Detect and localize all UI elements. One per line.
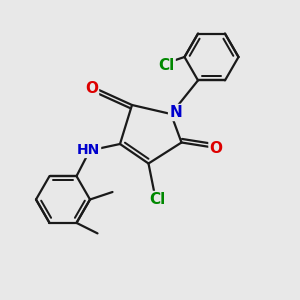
- Text: O: O: [85, 81, 98, 96]
- Text: Cl: Cl: [149, 192, 166, 207]
- Text: O: O: [209, 141, 223, 156]
- Text: N: N: [169, 105, 182, 120]
- Text: Cl: Cl: [158, 58, 175, 74]
- Text: HN: HN: [77, 143, 100, 157]
